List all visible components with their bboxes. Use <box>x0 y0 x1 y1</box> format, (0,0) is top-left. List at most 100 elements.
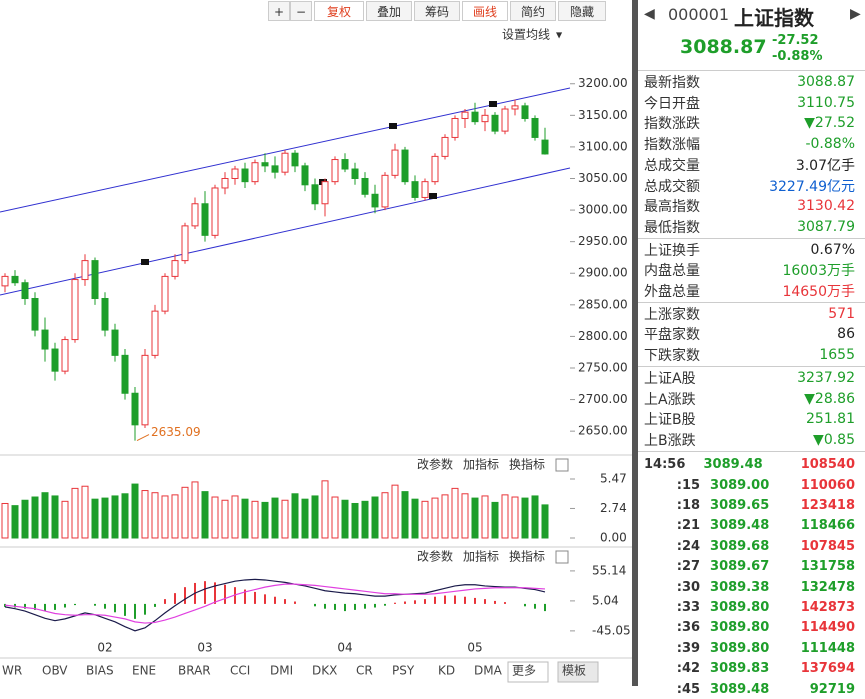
candle-body <box>21 282 29 300</box>
toolbar-button[interactable]: 复权 <box>314 1 364 21</box>
toolbar-button[interactable]: 简约 <box>510 1 556 21</box>
tick-time: :42 <box>676 661 701 677</box>
close-box <box>555 550 569 564</box>
ma-setting[interactable]: 设置均线 <box>502 28 550 42</box>
candle-body <box>141 354 149 426</box>
tick-row: :45 3089.48 92719 <box>644 679 855 699</box>
volume-bar <box>491 501 499 539</box>
stat-row: 内盘总量 16003万手 <box>644 260 855 280</box>
indicator-tab[interactable]: DMI <box>270 664 293 678</box>
stat-value: 3110.75 <box>797 95 855 111</box>
indicator-tab[interactable]: DMA <box>474 664 503 678</box>
panel-button[interactable]: 改参数 <box>417 549 453 564</box>
y-tick-label: 2950.00 <box>578 234 628 248</box>
tick-price: 3089.48 <box>710 518 770 534</box>
indicator-tab[interactable]: CCI <box>230 664 250 678</box>
toolbar-button[interactable]: − <box>290 1 312 21</box>
candle-body <box>421 181 429 198</box>
volume-bar <box>501 494 509 539</box>
index-code: 000001 <box>668 5 730 24</box>
change: -27.52 <box>772 33 819 48</box>
candle-body <box>81 260 89 281</box>
stat-label: 下跌家数 <box>644 348 700 365</box>
tick-row: 14:56 3089.48 108540 <box>644 455 855 475</box>
tick-volume: 107845 <box>800 538 855 554</box>
candle-body <box>351 168 359 179</box>
panel-button[interactable]: 换指标 <box>509 457 545 472</box>
stat-row: 下跌家数 1655 <box>644 345 855 365</box>
volume-bar <box>61 500 69 539</box>
y-tick-label: 2.74 <box>600 501 627 515</box>
toolbar-button[interactable]: + <box>268 1 290 21</box>
stat-unit: 亿元 <box>827 178 855 195</box>
candle-body <box>91 260 99 300</box>
stat-number: 571 <box>828 305 855 322</box>
splitter <box>632 0 638 686</box>
volume-bar <box>51 495 59 539</box>
indicator-tab[interactable]: ENE <box>132 664 156 678</box>
candle-body <box>51 348 59 372</box>
panel-button[interactable]: 改参数 <box>417 457 453 472</box>
toolbar-button[interactable]: 画线 <box>462 1 508 21</box>
toolbar-button[interactable]: 筹码 <box>414 1 460 21</box>
indicator-tab[interactable]: CR <box>356 664 373 678</box>
stat-value: 3.07亿手 <box>796 155 855 175</box>
candle-body <box>261 162 269 167</box>
candle-body <box>271 165 279 173</box>
candle-body <box>61 339 69 372</box>
volume-bar <box>391 484 399 539</box>
volume-bar <box>131 483 139 539</box>
tick-time: :24 <box>676 538 701 554</box>
tick-price: 3089.80 <box>710 640 770 656</box>
stat-label: 上B涨跌 <box>644 432 696 449</box>
stat-number: 14650 <box>782 284 827 300</box>
indicator-tab[interactable]: WR <box>2 664 22 678</box>
stat-row: 上涨家数 571 <box>644 304 855 324</box>
nav-arrow[interactable]: ◀ <box>644 6 655 22</box>
panel-button[interactable]: 加指标 <box>463 549 499 564</box>
indicator-tab[interactable]: KD <box>438 664 455 678</box>
indicator-tab[interactable]: 更多 <box>512 664 536 678</box>
separator <box>638 301 865 303</box>
volume-bar <box>161 495 169 539</box>
volume-bar <box>231 495 239 539</box>
nav-arrow[interactable]: ▶ <box>850 6 861 22</box>
indicator-tab[interactable]: BIAS <box>86 664 114 678</box>
volume-bar <box>541 504 549 539</box>
volume-bar <box>531 495 539 539</box>
stat-value: 3130.42 <box>797 198 855 214</box>
tab-box <box>507 661 549 683</box>
stat-label: 今日开盘 <box>644 95 700 112</box>
candle-body <box>1 275 9 287</box>
toolbar-button[interactable]: 隐藏 <box>558 1 606 21</box>
indicator-tab[interactable]: DKX <box>312 664 337 678</box>
stat-row: 上证A股 3237.92 <box>644 368 855 388</box>
toolbar-button[interactable]: 叠加 <box>366 1 412 21</box>
candle-body <box>121 354 129 394</box>
candle-body <box>201 203 209 236</box>
panel-button[interactable]: 换指标 <box>509 549 545 564</box>
candle-body <box>501 108 509 132</box>
tick-row: :27 3089.67 131758 <box>644 557 855 577</box>
indicator-tab[interactable]: BRAR <box>178 664 211 678</box>
candle-body <box>301 165 309 186</box>
stat-row: 指数涨跌 ▼27.52 <box>644 113 855 133</box>
indicator-tab[interactable]: 模板 <box>562 664 586 678</box>
panel-button[interactable]: 加指标 <box>463 457 499 472</box>
tick-volume: 114490 <box>800 620 855 636</box>
volume-bar <box>331 496 339 539</box>
candle-body <box>111 329 119 356</box>
stat-label: 外盘总量 <box>644 284 700 300</box>
indicator-tab[interactable]: OBV <box>42 664 68 678</box>
volume-bar <box>221 499 229 539</box>
separator <box>638 365 865 367</box>
candle-body <box>131 392 139 426</box>
volume-bar <box>91 498 99 539</box>
y-tick-label: 3000.00 <box>578 203 628 217</box>
stat-label: 总成交量 <box>644 157 700 174</box>
tick-price: 3089.67 <box>710 559 770 575</box>
indicator-tab[interactable]: PSY <box>392 664 415 678</box>
tick-volume: 110060 <box>800 477 855 493</box>
volume-bar <box>291 493 299 539</box>
